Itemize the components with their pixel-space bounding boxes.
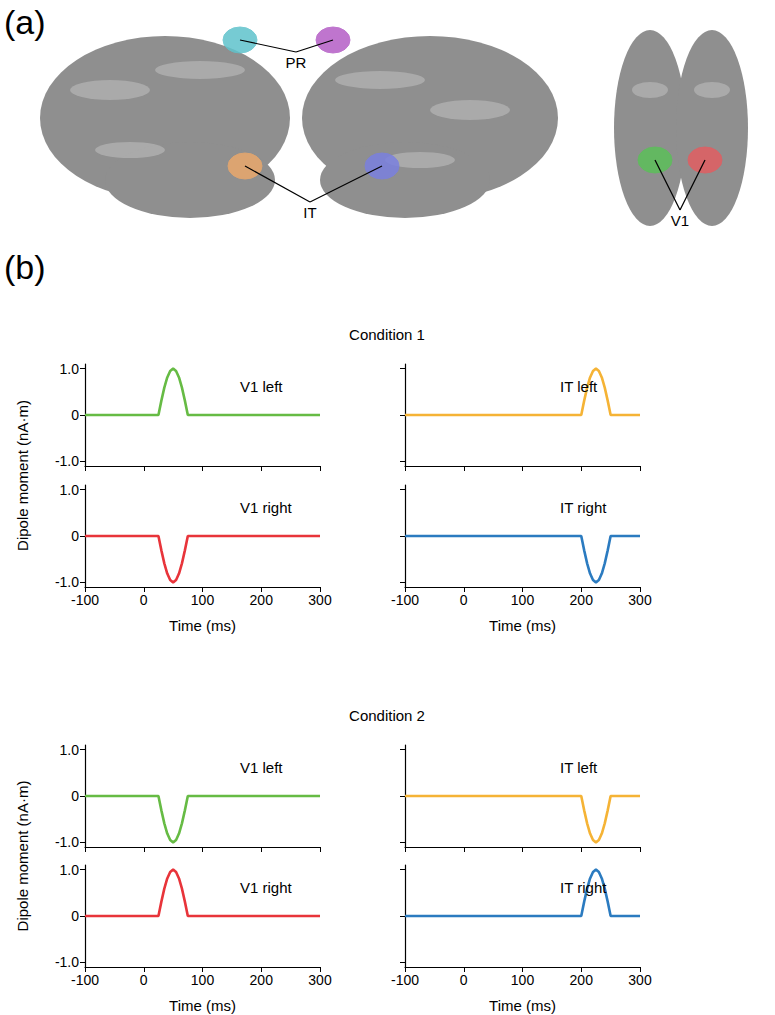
svg-text:100: 100: [511, 592, 535, 608]
svg-text:IT right: IT right: [560, 499, 607, 516]
svg-text:Dipole moment (nA·m): Dipole moment (nA·m): [14, 781, 31, 932]
svg-text:0: 0: [71, 788, 79, 804]
svg-text:300: 300: [308, 972, 332, 988]
svg-text:-100: -100: [391, 972, 419, 988]
svg-text:IT: IT: [303, 204, 316, 221]
svg-text:IT left: IT left: [560, 759, 598, 776]
svg-text:PR: PR: [286, 54, 307, 71]
svg-text:-100: -100: [391, 592, 419, 608]
svg-text:Condition 1: Condition 1: [349, 326, 425, 343]
svg-text:300: 300: [308, 592, 332, 608]
svg-text:-100: -100: [71, 592, 99, 608]
svg-text:0: 0: [460, 592, 468, 608]
svg-text:V1 left: V1 left: [240, 759, 283, 776]
svg-text:IT left: IT left: [560, 378, 598, 395]
svg-text:-1.0: -1.0: [55, 574, 79, 590]
svg-text:IT right: IT right: [560, 879, 607, 896]
svg-text:Time (ms): Time (ms): [169, 617, 236, 634]
svg-text:200: 200: [250, 972, 274, 988]
svg-text:V1: V1: [671, 212, 689, 229]
svg-text:V1 left: V1 left: [240, 378, 283, 395]
svg-text:Condition 2: Condition 2: [349, 707, 425, 724]
svg-text:-1.0: -1.0: [55, 453, 79, 469]
svg-text:300: 300: [628, 592, 652, 608]
svg-text:200: 200: [570, 972, 594, 988]
svg-text:V1 right: V1 right: [240, 499, 293, 516]
svg-text:Time (ms): Time (ms): [169, 997, 236, 1014]
svg-text:Dipole moment (nA·m): Dipole moment (nA·m): [14, 400, 31, 551]
svg-text:Time (ms): Time (ms): [489, 997, 556, 1014]
svg-text:200: 200: [570, 592, 594, 608]
svg-text:300: 300: [628, 972, 652, 988]
svg-text:V1 right: V1 right: [240, 879, 293, 896]
svg-text:100: 100: [511, 972, 535, 988]
svg-text:1.0: 1.0: [60, 862, 80, 878]
svg-text:-100: -100: [71, 972, 99, 988]
svg-text:0: 0: [460, 972, 468, 988]
svg-text:0: 0: [140, 592, 148, 608]
svg-text:-1.0: -1.0: [55, 834, 79, 850]
svg-text:Time (ms): Time (ms): [489, 617, 556, 634]
svg-text:(a): (a): [4, 3, 46, 41]
svg-text:0: 0: [71, 528, 79, 544]
svg-text:100: 100: [191, 972, 215, 988]
svg-text:0: 0: [71, 908, 79, 924]
svg-text:0: 0: [140, 972, 148, 988]
svg-text:200: 200: [250, 592, 274, 608]
svg-text:1.0: 1.0: [60, 361, 80, 377]
svg-text:(b): (b): [4, 248, 46, 286]
svg-text:-1.0: -1.0: [55, 954, 79, 970]
svg-text:1.0: 1.0: [60, 742, 80, 758]
svg-text:100: 100: [191, 592, 215, 608]
svg-text:1.0: 1.0: [60, 482, 80, 498]
svg-text:0: 0: [71, 407, 79, 423]
